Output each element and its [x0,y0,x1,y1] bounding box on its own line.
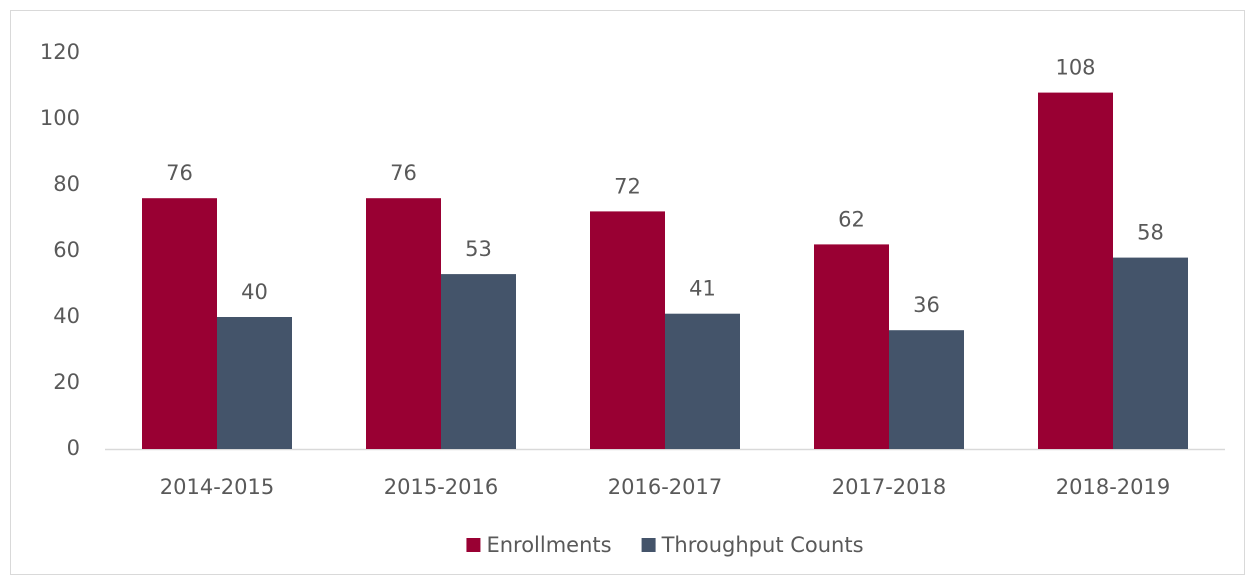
legend-swatch [641,538,656,552]
data-label: 76 [166,161,193,185]
data-label: 53 [465,237,492,261]
data-label: 76 [390,161,417,185]
y-tick-label: 80 [53,172,80,196]
legend-swatch [466,538,481,552]
y-tick-label: 60 [53,238,80,262]
data-label: 58 [1137,221,1164,245]
x-tick-label: 2015-2016 [384,475,498,499]
bar [814,244,889,449]
x-tick-label: 2017-2018 [832,475,946,499]
bar [590,211,665,449]
bar [441,274,516,449]
y-tick-label: 120 [40,40,80,64]
legend-label: Throughput Counts [661,533,864,557]
bar [142,198,217,449]
data-label: 62 [838,207,865,231]
y-tick-label: 20 [53,370,80,394]
x-tick-label: 2016-2017 [608,475,722,499]
bar [665,313,740,449]
y-tick-label: 100 [40,106,80,130]
data-label: 72 [614,174,641,198]
x-tick-label: 2014-2015 [160,475,274,499]
bar [1113,257,1188,449]
x-tick-label: 2018-2019 [1056,475,1170,499]
bar [889,330,964,449]
bar [1038,92,1113,449]
bar [366,198,441,449]
y-tick-label: 40 [53,304,80,328]
legend-label: Enrollments [486,533,611,557]
data-label: 36 [913,293,940,317]
bar [217,317,292,449]
data-label: 41 [689,277,716,301]
data-label: 108 [1055,56,1095,80]
y-tick-label: 0 [67,436,80,460]
data-label: 40 [241,280,268,304]
